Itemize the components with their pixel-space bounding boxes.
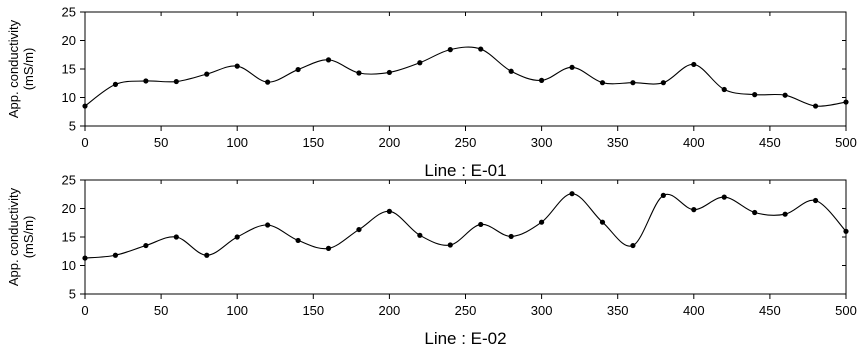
x-tick-label: 450	[759, 303, 781, 318]
data-point	[143, 78, 149, 84]
x-tick-label: 350	[607, 303, 629, 318]
data-point	[386, 69, 392, 76]
plot-frame	[84, 179, 847, 295]
x-tick-label: 400	[683, 303, 705, 318]
data-point	[325, 245, 332, 251]
x-tick-label: 250	[455, 303, 477, 318]
y-tick-label: 20	[62, 201, 76, 216]
data-point	[782, 211, 788, 217]
y-tick-label: 20	[62, 33, 76, 48]
x-tick-label: 0	[81, 303, 88, 318]
data-point	[691, 61, 697, 68]
y-axis-label-line: (mS/m)	[21, 216, 36, 259]
data-point	[569, 64, 575, 70]
data-point	[447, 47, 453, 53]
series-line	[84, 46, 847, 107]
data-point	[508, 233, 514, 240]
data-point	[265, 222, 271, 228]
x-tick-label: 400	[683, 135, 705, 150]
y-tick-label: 25	[62, 5, 76, 20]
chart-2: 0 50 100 150 200 250 300 350 400 450 500 5 10 15 20 25 A…	[6, 173, 857, 349]
data-point	[112, 252, 119, 258]
data-point	[843, 99, 849, 105]
data-point	[752, 92, 758, 98]
x-tick-label: 100	[226, 303, 248, 318]
data-point	[752, 209, 758, 216]
data-point	[599, 219, 606, 225]
data-point	[356, 70, 362, 76]
data-point	[599, 80, 606, 86]
data-point	[265, 79, 271, 85]
data-point	[478, 46, 484, 52]
chart-title: Line : E-01	[424, 161, 506, 180]
y-axis-label: App. conductivity(mS/m)	[6, 19, 36, 118]
data-point	[843, 228, 849, 234]
data-point	[630, 80, 636, 86]
x-tick-label: 300	[531, 303, 553, 318]
x-tick-label: 150	[302, 303, 324, 318]
y-tick-label: 25	[62, 173, 76, 188]
data-point	[539, 77, 545, 83]
x-tick-label: 150	[302, 135, 324, 150]
x-tick-label: 0	[81, 135, 88, 150]
y-tick-label: 15	[62, 230, 76, 245]
data-point	[356, 226, 362, 233]
x-tick-label: 200	[379, 135, 401, 150]
plot-frame	[84, 11, 847, 127]
series-line	[84, 193, 847, 259]
chart-title: Line : E-02	[424, 329, 506, 348]
data-point	[691, 207, 697, 213]
data-point	[508, 68, 514, 74]
data-point	[234, 234, 240, 240]
chart-1: 0 50 100 150 200 250 300 350 400 450 500 5 10 15 20 25 A…	[6, 5, 857, 181]
x-tick-label: 50	[154, 135, 168, 150]
data-point	[782, 92, 788, 98]
data-point	[478, 221, 484, 228]
y-axis-label-line: (mS/m)	[21, 48, 36, 91]
data-point	[660, 80, 666, 86]
x-tick-label: 200	[379, 303, 401, 318]
data-point	[386, 208, 392, 214]
data-point	[325, 57, 332, 63]
data-point	[812, 103, 819, 109]
data-point	[295, 66, 301, 73]
data-point	[234, 63, 240, 69]
data-point	[447, 242, 453, 248]
x-tick-label: 250	[455, 135, 477, 150]
data-point	[112, 81, 119, 87]
x-tick-label: 50	[154, 303, 168, 318]
data-point	[539, 219, 545, 225]
data-point	[569, 191, 575, 197]
y-tick-label: 5	[69, 287, 76, 302]
x-tick-label: 450	[759, 135, 781, 150]
data-point	[417, 60, 423, 66]
x-tick-label: 300	[531, 135, 553, 150]
data-point	[630, 242, 636, 249]
data-point	[417, 232, 423, 238]
data-point	[82, 255, 88, 261]
data-point	[812, 197, 819, 204]
data-point	[204, 71, 210, 77]
data-point	[721, 194, 727, 200]
x-tick-label: 500	[835, 135, 857, 150]
x-tick-label: 500	[835, 303, 857, 318]
data-point	[173, 78, 179, 85]
y-axis-label: App. conductivity(mS/m)	[6, 187, 36, 286]
x-tick-label: 350	[607, 135, 629, 150]
data-point	[82, 103, 88, 109]
data-point	[721, 86, 727, 93]
data-point	[173, 234, 179, 240]
data-point	[295, 237, 301, 244]
y-tick-label: 15	[62, 62, 76, 77]
x-tick-label: 100	[226, 135, 248, 150]
data-point	[143, 242, 149, 249]
y-tick-label: 10	[62, 90, 76, 105]
data-point	[660, 192, 666, 198]
y-axis-label-line: App. conductivity	[6, 19, 21, 118]
y-axis-label-line: App. conductivity	[6, 187, 21, 286]
y-tick-label: 10	[62, 258, 76, 273]
y-tick-label: 5	[69, 119, 76, 134]
data-point	[204, 252, 210, 258]
